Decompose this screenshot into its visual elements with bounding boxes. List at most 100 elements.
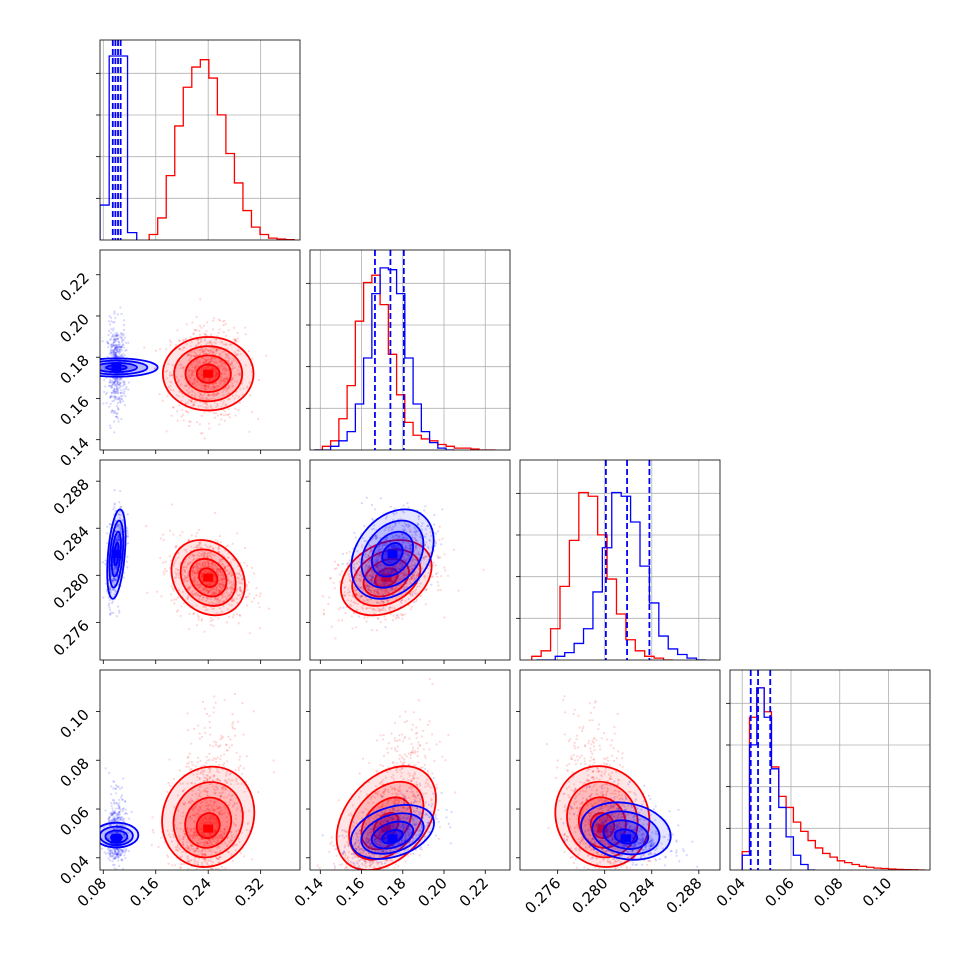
scatter-point [389,539,392,542]
scatter-point [237,365,240,368]
scatter-point [214,539,218,542]
scatter-point [127,381,130,384]
scatter-point [201,854,204,857]
scatter-point [187,353,190,356]
scatter-point [191,569,194,572]
scatter-point [438,525,441,528]
scatter-point [182,346,185,349]
scatter-point [358,560,361,563]
scatter-point [215,818,218,821]
scatter-point [230,799,233,802]
scatter-point [397,534,400,537]
scatter-point [222,578,225,582]
scatter-point [364,586,367,589]
scatter-point [194,836,197,840]
scatter-point [119,377,122,380]
scatter-point [112,339,115,342]
scatter-point [224,370,227,373]
scatter-point [205,873,207,875]
scatter-point [385,581,388,584]
scatter-point [183,570,186,574]
scatter-point [259,627,262,630]
scatter-point [430,568,433,571]
scatter-point [413,571,416,574]
scatter-point [117,340,120,344]
scatter-point [109,426,112,430]
scatter-point [365,496,368,499]
scatter-point [394,534,398,537]
scatter-point [204,858,207,861]
scatter-point [430,575,433,579]
scatter-point [229,839,232,842]
scatter-point [383,579,387,582]
scatter-point [235,361,239,364]
scatter-panel-0-3 [96,669,301,877]
scatter-point [413,537,416,540]
scatter-point [371,517,374,520]
scatter-point [215,349,218,352]
scatter-point [366,575,369,578]
scatter-point [206,359,209,362]
scatter-point [212,592,215,595]
scatter-point [181,789,184,793]
scatter-point [109,349,112,352]
scatter-point [386,601,389,604]
scatter-point [230,585,233,589]
scatter-point [215,393,218,396]
scatter-point [195,564,198,567]
scatter-point [220,833,223,836]
scatter-point [108,315,111,318]
scatter-point [115,345,118,348]
panel-1-2-frame [309,459,511,661]
scatter-point [272,759,275,762]
scatter-point [363,561,366,564]
scatter-point [114,578,117,581]
scatter-point [350,604,353,607]
scatter-point [160,836,163,839]
scatter-point [371,575,374,579]
scatter-point [187,586,190,589]
scatter-point [386,539,390,542]
scatter-point [116,391,120,394]
scatter-point [395,534,398,537]
scatter-point [210,875,212,877]
scatter-point [187,374,190,377]
scatter-point [162,539,165,542]
scatter-point [119,400,122,403]
scatter-point [364,571,367,574]
scatter-point [202,843,205,847]
scatter-point [371,548,374,552]
scatter-point [376,549,379,552]
scatter-point [404,573,408,576]
scatter-point [379,537,382,540]
scatter-point [195,359,198,362]
scatter-point [354,602,357,605]
hist-3-blue-series [741,687,816,870]
scatter-point [212,563,215,566]
scatter-point [234,407,237,410]
scatter-point [402,539,405,542]
scatter-point [391,570,394,573]
scatter-point [239,586,242,589]
scatter-point [427,547,430,550]
scatter-point [202,384,205,387]
scatter-point [110,579,114,582]
scatter-point [252,710,255,713]
scatter-point [209,358,212,361]
scatter-point [160,872,162,874]
scatter-point [410,575,413,578]
scatter-point [196,557,199,560]
scatter-point [369,550,372,554]
scatter-point [192,612,195,616]
scatter-point [194,594,197,597]
scatter-point [193,862,196,866]
scatter-point [177,576,180,579]
scatter-point [208,850,211,853]
scatter-point [234,353,237,356]
scatter-point [206,341,209,344]
scatter-point [211,553,215,556]
scatter-point [207,591,211,594]
scatter-point [398,562,401,565]
scatter-point [187,858,190,861]
scatter-point [181,811,185,814]
